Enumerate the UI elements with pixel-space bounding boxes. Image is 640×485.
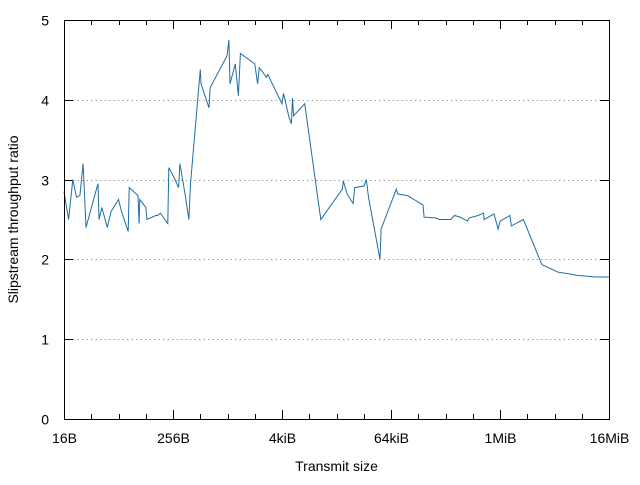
plot-frame: [64, 20, 610, 420]
series-layer: [63, 39, 609, 278]
x-tick-label: 1MiB: [485, 430, 517, 446]
y-tick-label: 3: [41, 173, 49, 189]
gridlines: [64, 100, 609, 340]
x-tick-label: 256B: [157, 430, 190, 446]
y-tick-label: 4: [41, 93, 49, 109]
axis-ticks: [64, 20, 610, 420]
series-line: [63, 39, 609, 278]
y-axis-label: Slipstream throughput ratio: [5, 135, 21, 303]
x-tick-label: 64kiB: [374, 430, 409, 446]
x-axis-label: Transmit size: [295, 458, 378, 474]
y-tick-label: 5: [41, 13, 49, 29]
y-tick-label: 2: [41, 252, 49, 268]
x-tick-label: 4kiB: [269, 430, 296, 446]
y-tick-label: 1: [41, 332, 49, 348]
tick-labels: 0 1 2 3 4 5 16B 256B 4kiB 64kiB 1MiB 16MiB: [41, 13, 629, 447]
x-tick-label: 16B: [52, 430, 77, 446]
x-tick-label: 16MiB: [590, 430, 630, 446]
y-tick-label: 0: [41, 412, 49, 428]
